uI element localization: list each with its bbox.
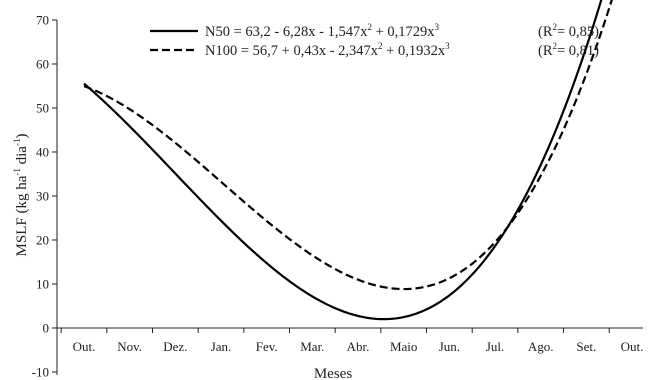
y-tick-label: 0 <box>43 321 50 336</box>
y-axis-title-end: ) <box>14 134 30 139</box>
x-tick-label: Fev. <box>256 339 278 354</box>
x-tick-label: Ago. <box>528 339 554 354</box>
y-axis-title: MSLF (kg ha-1 dia-1) <box>12 134 30 257</box>
x-tick-label: Nov. <box>117 339 142 354</box>
curves <box>83 0 613 321</box>
y-tick-label: 40 <box>36 145 49 160</box>
x-tick-label: Abr. <box>347 339 370 354</box>
y-tick-label: 10 <box>36 277 49 292</box>
x-tick-label: Jul. <box>486 339 504 354</box>
x-tick-label: Maio <box>390 339 417 354</box>
y-tick-label: 70 <box>36 13 49 28</box>
x-tick-label: Out. <box>73 339 96 354</box>
y-axis-title-main: MSLF (kg ha <box>14 175 30 256</box>
x-tick-label: Dez. <box>163 339 187 354</box>
y-tick-label: -10 <box>32 365 49 380</box>
x-tick-label: Jun. <box>439 339 460 354</box>
y-tick-label: 60 <box>36 57 49 72</box>
y-ticks: -10 0 10 20 30 40 50 60 70 <box>32 13 57 380</box>
x-tick-label: Set. <box>576 339 596 354</box>
x-ticks: Out. Nov. Dez. Jan. Fev. Mar. Abr. Maio Jun. Jul.… <box>60 328 644 354</box>
y-axis-title-sup2: -1 <box>12 139 22 147</box>
x-tick-label: Mar. <box>300 339 324 354</box>
legend: N50 = 63,2 - 6,28x - 1,547x2 + 0,1729x3 … <box>150 22 599 59</box>
y-axis-title-mid: dia <box>14 146 30 168</box>
series-line-n50 <box>83 0 603 321</box>
legend-entry-n50: N50 = 63,2 - 6,28x - 1,547x2 + 0,1729x3 <box>205 22 440 40</box>
series-line-n100 <box>83 0 613 291</box>
axes <box>56 20 643 375</box>
x-axis-title: Meses <box>314 366 352 380</box>
legend-entry-n100: N100 = 56,7 + 0,43x - 2,347x2 + 0,1932x3 <box>205 41 450 59</box>
y-tick-label: 50 <box>36 101 49 116</box>
y-axis-title-sup1: -1 <box>12 168 22 176</box>
y-tick-label: 30 <box>36 189 49 204</box>
y-tick-label: 20 <box>36 233 49 248</box>
x-tick-label: Jan. <box>211 339 232 354</box>
legend-r2-n50: (R2= 0,85) <box>538 22 599 40</box>
legend-r2-n100: (R2= 0,81) <box>538 41 599 59</box>
x-tick-label: Out. <box>621 339 644 354</box>
